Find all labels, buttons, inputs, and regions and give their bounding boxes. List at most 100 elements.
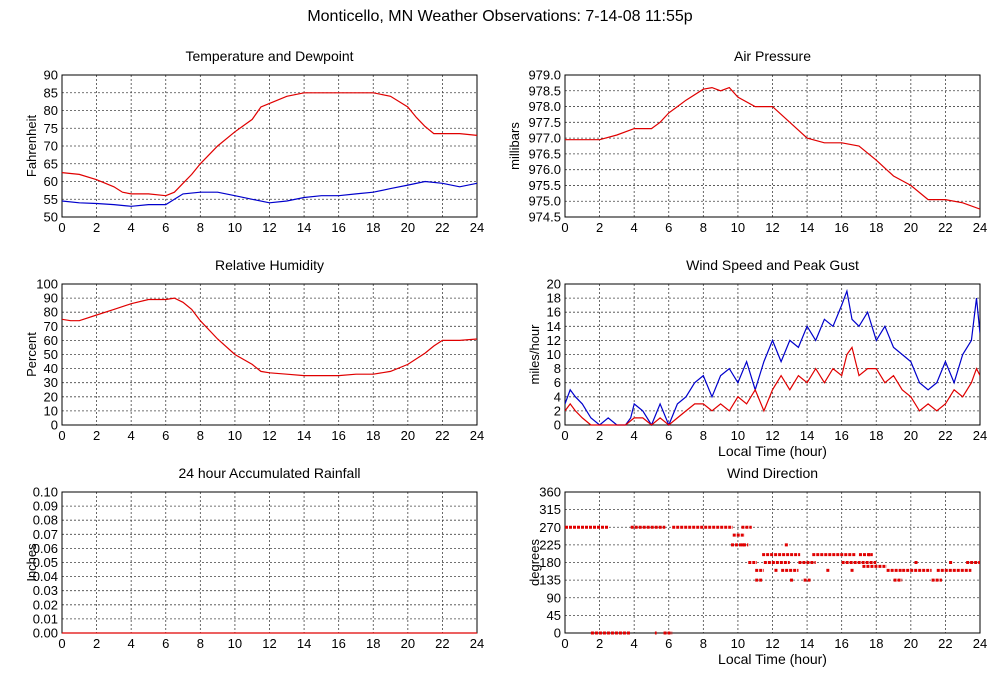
x-tick-label: 6 [162, 220, 169, 235]
y-tick-label: 85 [44, 85, 58, 100]
x-tick-label: 6 [665, 636, 672, 651]
x-tick-label: 14 [297, 220, 311, 235]
y-tick-label: 978.0 [528, 99, 561, 114]
y-tick-label: 0.04 [33, 569, 58, 584]
x-tick-label: 8 [197, 428, 204, 443]
y-tick-label: 30 [44, 375, 58, 390]
x-tick-label: 2 [596, 220, 603, 235]
series-line-blue [62, 180, 477, 207]
series-line-red [62, 297, 477, 377]
panel-wind-speed: 0 2 4 6 8 10 12 14 16 18 20 22 2402468101214161820Wi… [527, 257, 987, 459]
series-line-red [565, 345, 980, 426]
x-tick-label: 24 [470, 428, 484, 443]
y-tick-label: 40 [44, 361, 58, 376]
panel-title: Temperature and Dewpoint [185, 48, 353, 64]
y-tick-label: 0.03 [33, 583, 58, 598]
y-axis-label: millibars [507, 122, 522, 170]
x-tick-label: 10 [228, 220, 242, 235]
x-tick-label: 14 [297, 636, 311, 651]
x-tick-label: 2 [596, 636, 603, 651]
x-tick-label: 16 [834, 636, 848, 651]
y-tick-label: 976.0 [528, 162, 561, 177]
x-tick-label: 20 [904, 428, 918, 443]
x-tick-label: 4 [128, 636, 135, 651]
y-tick-label: 977.5 [528, 115, 561, 130]
x-axis-label: Local Time (hour) [718, 443, 827, 459]
x-tick-label: 24 [470, 220, 484, 235]
panel-wind-direction: 0 2 4 6 8 10 12 14 16 18 20 22 240459013518022527031… [527, 465, 987, 667]
y-tick-label: 975.0 [528, 194, 561, 209]
series-line-red [62, 92, 477, 197]
y-tick-label: 0 [554, 418, 561, 433]
y-tick-label: 70 [44, 319, 58, 334]
x-tick-label: 12 [765, 428, 779, 443]
y-tick-label: 270 [539, 520, 561, 535]
y-tick-label: 0.10 [33, 485, 58, 500]
x-tick-label: 18 [869, 220, 883, 235]
x-tick-label: 10 [731, 428, 745, 443]
y-tick-label: 2 [554, 403, 561, 418]
x-tick-label: 16 [331, 220, 345, 235]
x-tick-label: 18 [869, 428, 883, 443]
x-tick-label: 20 [401, 428, 415, 443]
y-tick-label: 979.0 [528, 68, 561, 83]
x-tick-label: 14 [297, 428, 311, 443]
x-tick-label: 6 [665, 220, 672, 235]
x-tick-label: 18 [366, 636, 380, 651]
y-tick-label: 45 [547, 608, 561, 623]
y-tick-label: 4 [554, 389, 561, 404]
y-tick-label: 50 [44, 210, 58, 225]
panel-title: 24 hour Accumulated Rainfall [178, 465, 360, 481]
direction-point [914, 561, 918, 564]
x-tick-label: 8 [700, 428, 707, 443]
x-tick-label: 18 [366, 220, 380, 235]
x-tick-label: 16 [331, 428, 345, 443]
figure-title: Monticello, MN Weather Observations: 7-1… [307, 8, 693, 25]
panel-title: Air Pressure [734, 48, 811, 64]
y-tick-label: 12 [547, 333, 561, 348]
x-tick-label: 24 [973, 220, 987, 235]
y-tick-label: 50 [44, 347, 58, 362]
x-tick-label: 10 [731, 636, 745, 651]
x-tick-label: 24 [470, 636, 484, 651]
y-tick-label: 0 [554, 626, 561, 641]
x-tick-label: 6 [162, 636, 169, 651]
y-tick-label: 0.01 [33, 611, 58, 626]
x-tick-label: 22 [435, 636, 449, 651]
direction-point [784, 543, 788, 547]
y-tick-label: 0.05 [33, 555, 58, 570]
direction-point [850, 568, 854, 572]
x-tick-label: 10 [731, 220, 745, 235]
direction-point [774, 568, 778, 572]
y-tick-label: 0.09 [33, 499, 58, 514]
y-tick-label: 977.0 [528, 131, 561, 146]
y-tick-label: 0.06 [33, 541, 58, 556]
y-tick-label: 135 [539, 573, 561, 588]
panel-air-pressure: 0 2 4 6 8 10 12 14 16 18 20 22 24974.5975.0975.5976.… [507, 48, 987, 235]
y-tick-label: 976.5 [528, 146, 561, 161]
y-tick-label: 90 [547, 590, 561, 605]
direction-point [790, 578, 794, 582]
direction-point [741, 543, 745, 547]
y-tick-label: 80 [44, 305, 58, 320]
x-tick-label: 24 [973, 428, 987, 443]
x-tick-label: 0 [58, 220, 65, 235]
x-tick-label: 20 [401, 220, 415, 235]
y-tick-label: 20 [44, 389, 58, 404]
y-tick-label: 70 [44, 139, 58, 154]
y-tick-label: 0 [51, 418, 58, 433]
x-tick-label: 20 [401, 636, 415, 651]
x-tick-label: 0 [561, 636, 568, 651]
x-tick-label: 2 [93, 428, 100, 443]
y-axis-label: degrees [527, 539, 542, 586]
x-tick-label: 4 [128, 428, 135, 443]
series-line-blue [565, 288, 980, 426]
direction-point [826, 568, 830, 572]
x-tick-label: 12 [765, 220, 779, 235]
y-tick-label: 0.08 [33, 513, 58, 528]
x-tick-label: 8 [197, 220, 204, 235]
x-tick-label: 12 [262, 428, 276, 443]
x-tick-label: 16 [834, 428, 848, 443]
y-axis-label: Fahrenheit [24, 115, 39, 178]
